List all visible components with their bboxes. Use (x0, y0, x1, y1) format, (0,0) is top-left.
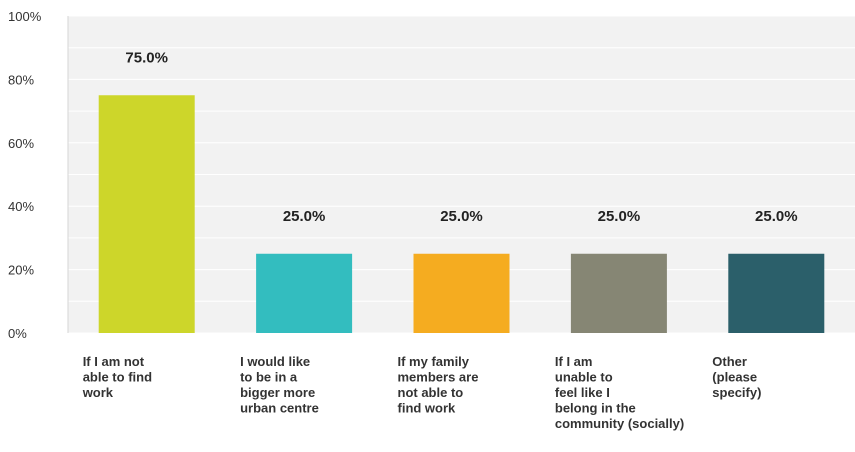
bar (413, 253, 510, 333)
x-tick-label-line: If my family (398, 354, 470, 369)
data-label: 75.0% (125, 49, 168, 66)
x-tick-label-line: specify) (712, 385, 761, 400)
y-tick-label: 80% (8, 72, 34, 87)
x-tick-label-line: feel like I (555, 385, 610, 400)
y-tick-label: 0% (8, 326, 27, 341)
x-tick-label-line: (please (712, 370, 757, 385)
data-labels: 75.0% 25.0% 25.0% 25.0% 25.0% (125, 49, 797, 225)
x-tick-label-line: If I am (555, 354, 593, 369)
x-tick-label-line: urban centre (240, 401, 319, 416)
y-tick-label: 20% (8, 263, 34, 278)
x-tick-label-line: community (socially) (555, 416, 684, 431)
y-tick-label: 40% (8, 199, 34, 214)
y-tick-label: 60% (8, 136, 34, 151)
x-tick-label-line: members are (398, 370, 479, 385)
bar (98, 95, 195, 333)
x-tick-label-line: Other (712, 354, 747, 369)
data-label: 25.0% (598, 208, 641, 225)
bar (256, 253, 353, 333)
x-tick-label-line: work (82, 385, 114, 400)
x-tick-label-line: I would like (240, 354, 310, 369)
x-tick-label-line: able to find (83, 370, 152, 385)
x-tick-label-line: to be in a (240, 370, 298, 385)
y-tick-label: 100% (8, 9, 42, 24)
x-tick-label-line: unable to (555, 370, 613, 385)
x-tick-label-line: If I am not (83, 354, 145, 369)
data-label: 25.0% (283, 208, 326, 225)
x-tick-label-line: find work (398, 401, 457, 416)
y-axis: 0% 20% 40% 60% 80% 100% (8, 9, 42, 341)
x-tick-label-line: bigger more (240, 385, 315, 400)
bar (570, 253, 667, 333)
x-tick-label-line: not able to (398, 385, 464, 400)
bar (728, 253, 825, 333)
bars (98, 95, 825, 333)
x-tick-label-line: belong in the (555, 401, 636, 416)
data-label: 25.0% (440, 208, 483, 225)
data-label: 25.0% (755, 208, 798, 225)
